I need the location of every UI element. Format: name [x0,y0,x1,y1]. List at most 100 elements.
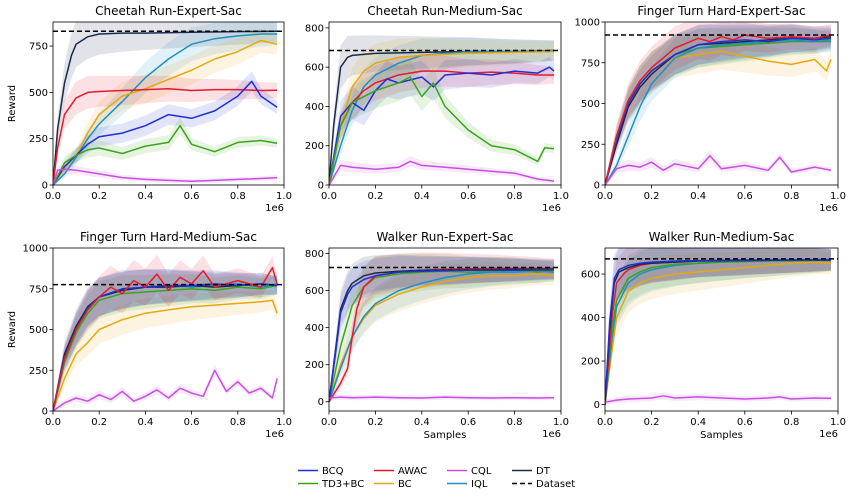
series-line-cql [329,396,555,399]
y-tick-label: 250 [581,140,600,151]
series-line-awac [53,87,278,185]
chart-title: Finger Turn Hard-Medium-Sac [80,230,257,244]
legend-item-td3-bc: TD3+BC [298,479,364,490]
x-tick-label: 0.8 [230,191,246,202]
band-iql [329,37,554,185]
x-tick-label: 0.6 [460,191,476,202]
band-bc [605,33,831,185]
x-tick-label: 0.2 [91,191,107,202]
plot-area [605,248,838,407]
x-tick-label: 0.2 [91,417,107,428]
x-tick-label: 0.6 [184,417,200,428]
y-tick-label: 800 [305,23,324,34]
band-bcq [53,269,278,411]
legend-label: CQL [471,466,492,477]
y-tick-label: 600 [305,286,324,297]
series-line-td3-bc [605,259,831,405]
axes-frame [52,21,285,186]
y-tick-label: 750 [581,58,600,69]
series-line-cql [605,154,832,185]
chart-panel-6: 0.0 0.2 0.4 0.6 0.8 1.0 0 200 400 600 1e6 Walker Ru… [581,230,846,441]
x-tick-label: 0.0 [45,417,61,428]
y-tick-label: 200 [305,141,324,152]
chart-title: Walker Run-Expert-Sac [377,230,514,244]
y-tick-label: 400 [581,313,600,324]
series-line-iql [605,39,831,185]
axes-frame [328,247,562,412]
series-line-td3-bc [53,284,278,411]
y-tick-label: 500 [581,99,600,110]
chart-panel-1: 0.0 0.2 0.4 0.6 0.8 1.0 0 250 500 750 1e6 Cheetah R… [7,4,292,214]
chart-title: Walker Run-Medium-Sac [649,230,795,244]
x-axis-label: Samples [700,430,743,441]
y-tick-label: 500 [29,88,48,99]
series-line-cql [605,395,832,404]
plot-area [605,22,838,185]
x-tick-label: 0.6 [737,417,753,428]
chart-panel-5: 0.0 0.2 0.4 0.6 0.8 1.0 0 200 400 600 800 1e6 Walker… [305,230,569,441]
y-tick-label: 0 [42,407,48,418]
y-tick-label: 1000 [575,18,600,29]
legend-label: AWAC [398,466,427,477]
y-tick-label: 800 [305,249,324,260]
series-line-td3-bc [53,124,278,185]
band-iql [53,269,278,411]
x-tick-label: 0.0 [321,417,337,428]
x-offset-label: 1e6 [542,203,561,214]
y-tick-label: 0 [318,397,324,408]
y-tick-label: 400 [305,323,324,334]
series-line-iql [53,33,278,185]
chart-panel-4: 0.0 0.2 0.4 0.6 0.8 1.0 0 250 500 750 1000 1e6 Finge… [7,230,292,440]
plot-area [53,22,284,185]
legend-item-awac: AWAC [374,466,427,477]
x-tick-label: 1.0 [553,191,569,202]
y-tick-label: 250 [29,134,48,145]
band-cql [53,164,278,185]
x-offset-label: 1e6 [265,429,284,440]
series-line-td3-bc [329,76,555,185]
x-tick-label: 1.0 [830,191,846,202]
x-tick-label: 1.0 [276,191,292,202]
y-axis-label: Reward [7,311,18,348]
x-tick-label: 0.8 [783,191,799,202]
y-tick-label: 250 [29,366,48,377]
x-axis-label: Samples [424,430,467,441]
chart-panel-2: 0.0 0.2 0.4 0.6 0.8 1.0 0 200 400 600 800 1e6 Cheeta… [305,4,569,214]
y-axis-label: Reward [7,85,18,122]
legend-item-bcq: BCQ [298,466,344,477]
chart-title: Finger Turn Hard-Expert-Sac [637,4,805,18]
x-tick-label: 0.8 [507,417,523,428]
legend-label: BCQ [322,466,344,477]
band-bcq [605,248,831,407]
x-tick-label: 1.0 [276,417,292,428]
series-line-bc [53,299,278,411]
band-iql [605,248,831,407]
legend-item-dataset: Dataset [512,479,575,490]
band-td3-bc [605,28,831,185]
y-tick-label: 0 [594,181,600,192]
x-tick-label: 1.0 [553,417,569,428]
band-cql [53,364,278,411]
x-tick-label: 0.2 [644,417,660,428]
x-offset-label: 1e6 [819,429,838,440]
x-tick-label: 1.0 [830,417,846,428]
x-tick-label: 0.8 [230,417,246,428]
y-tick-label: 750 [29,284,48,295]
legend-label: Dataset [536,479,575,490]
band-td3-bc [53,274,278,411]
band-iql [329,257,554,404]
chart-title: Cheetah Run-Medium-Sac [367,4,522,18]
x-tick-label: 0.2 [644,191,660,202]
y-tick-label: 0 [594,400,600,411]
series-line-iql [329,49,555,185]
legend-label: IQL [471,479,488,490]
series-line-bc [605,261,832,405]
legend-item-cql: CQL [447,466,492,477]
band-td3-bc [605,248,831,407]
series-line-awac [605,34,832,185]
legend: BCQ TD3+BC AWAC BC CQL IQL DT Dataset [298,466,575,490]
plot-area [329,252,561,404]
band-bc [605,249,831,407]
legend-item-bc: BC [374,479,412,490]
